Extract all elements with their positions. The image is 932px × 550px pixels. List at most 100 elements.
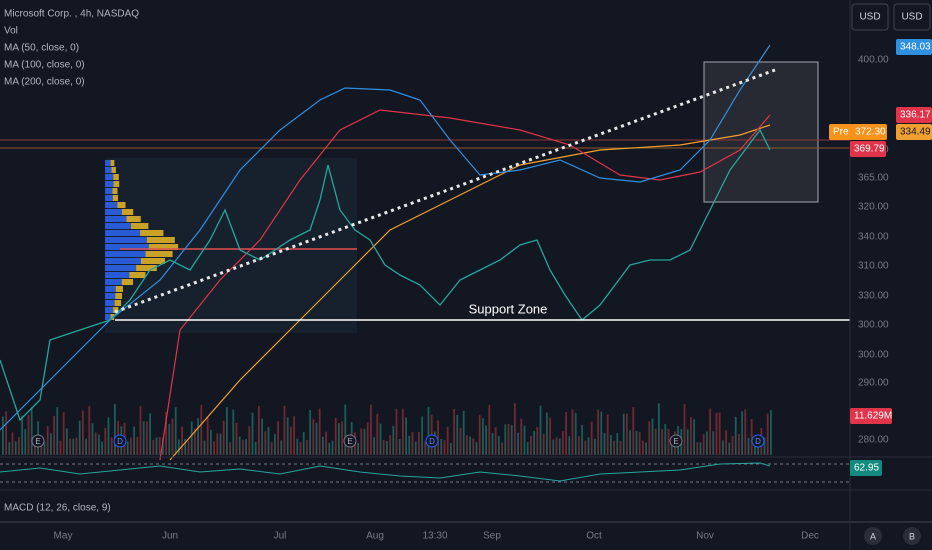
- volume-bar: [683, 403, 686, 455]
- profile-bar: [105, 265, 137, 271]
- volume-bar: [165, 412, 167, 455]
- volume-bar: [232, 409, 235, 455]
- corner-button[interactable]: [903, 527, 921, 545]
- volume-bar: [360, 428, 363, 455]
- volume-bar: [731, 435, 734, 455]
- volume-bar: [501, 442, 503, 455]
- price-axis-label: 365.00: [858, 173, 889, 184]
- volume-bar: [590, 421, 593, 455]
- volume-bar: [363, 428, 366, 455]
- volume-bar: [264, 431, 267, 455]
- currency-button-label[interactable]: USD: [859, 12, 880, 23]
- volume-bar: [498, 436, 500, 455]
- profile-bar: [112, 195, 119, 201]
- currency-button-label[interactable]: USD: [901, 12, 922, 23]
- volume-bar: [370, 404, 372, 455]
- price-badge-label: 11.629M: [854, 411, 892, 422]
- volume-bar: [693, 419, 695, 455]
- volume-bar: [18, 437, 20, 455]
- volume-bar: [43, 441, 46, 455]
- event-marker-label[interactable]: D: [755, 437, 761, 446]
- rsi-line: [0, 462, 771, 482]
- volume-bar: [702, 434, 705, 455]
- volume-bar: [258, 405, 260, 455]
- event-marker[interactable]: [31, 434, 45, 448]
- event-marker[interactable]: [751, 434, 765, 448]
- volume-bar: [728, 442, 731, 455]
- currency-button[interactable]: [851, 3, 889, 31]
- volume-bar: [389, 435, 391, 455]
- volume-profile: [105, 160, 179, 320]
- volume-bar: [194, 428, 196, 455]
- volume-bar: [334, 417, 337, 455]
- event-marker[interactable]: [425, 434, 439, 448]
- volume-bar: [446, 426, 449, 455]
- volume-bar: [306, 439, 308, 455]
- currency-button[interactable]: [893, 3, 931, 31]
- ma100-line: [159, 109, 771, 461]
- profile-bar: [141, 258, 166, 264]
- volume-bar: [309, 409, 311, 455]
- corner-button-label[interactable]: A: [870, 531, 876, 541]
- volume-bar: [270, 442, 273, 455]
- corner-button[interactable]: [864, 527, 882, 545]
- price-axis-label: 280.00: [858, 435, 889, 446]
- time-axis-label: Jul: [274, 531, 287, 542]
- event-marker-label[interactable]: E: [673, 437, 678, 446]
- volume-bar: [437, 420, 439, 455]
- profile-bar: [105, 223, 132, 229]
- event-marker[interactable]: [113, 434, 127, 448]
- profile-bar: [105, 251, 146, 257]
- volume-bar: [555, 437, 558, 455]
- volume-bar: [552, 439, 555, 455]
- volume-bar: [293, 416, 295, 455]
- volume-bar: [629, 430, 631, 455]
- volume-bar: [642, 440, 644, 455]
- legend-item: Vol: [4, 26, 18, 37]
- volume-bar: [373, 437, 375, 455]
- profile-bar: [105, 293, 116, 299]
- volume-bar: [485, 425, 487, 455]
- volume-bar: [578, 436, 580, 455]
- legend-item: MA (50, close, 0): [4, 43, 79, 54]
- event-marker-label[interactable]: D: [117, 437, 123, 446]
- event-marker-label[interactable]: E: [347, 437, 352, 446]
- event-marker-label[interactable]: D: [429, 437, 435, 446]
- profile-bar: [148, 244, 179, 250]
- profile-bar: [105, 167, 112, 173]
- price-axis-label: 290.00: [858, 378, 889, 389]
- volume-bar: [21, 415, 23, 455]
- volume-bar: [114, 404, 116, 455]
- event-marker-label[interactable]: E: [35, 437, 40, 446]
- profile-bar: [105, 314, 111, 320]
- price-badge-label: 334.49: [900, 127, 931, 138]
- profile-bar: [115, 293, 123, 299]
- profile-bar: [105, 188, 113, 194]
- profile-bar: [111, 167, 116, 173]
- volume-bar: [600, 411, 603, 455]
- volume-bar: [466, 435, 468, 455]
- volume-bar: [254, 441, 257, 455]
- price-axis-label: 300.00: [858, 320, 889, 331]
- volume-bar: [267, 427, 270, 455]
- corner-button-label[interactable]: B: [909, 531, 915, 541]
- profile-bar: [105, 174, 114, 180]
- volume-bar: [322, 436, 324, 455]
- volume-bar: [654, 428, 657, 455]
- volume-bar: [139, 406, 142, 455]
- volume-bar: [155, 437, 158, 455]
- profile-bar: [126, 216, 141, 222]
- volume-bar: [462, 410, 465, 455]
- volume-bar: [62, 412, 65, 455]
- ma50-line: [0, 44, 771, 431]
- volume-bar: [296, 438, 299, 455]
- volume-bar: [210, 429, 212, 455]
- event-marker[interactable]: [343, 434, 357, 448]
- price-badge: [850, 460, 882, 476]
- profile-bar: [105, 237, 147, 243]
- volume-bar: [738, 434, 740, 455]
- event-marker[interactable]: [669, 434, 683, 448]
- volume-bar: [766, 413, 769, 455]
- volume-bar: [658, 403, 660, 455]
- volume-bar: [520, 418, 523, 455]
